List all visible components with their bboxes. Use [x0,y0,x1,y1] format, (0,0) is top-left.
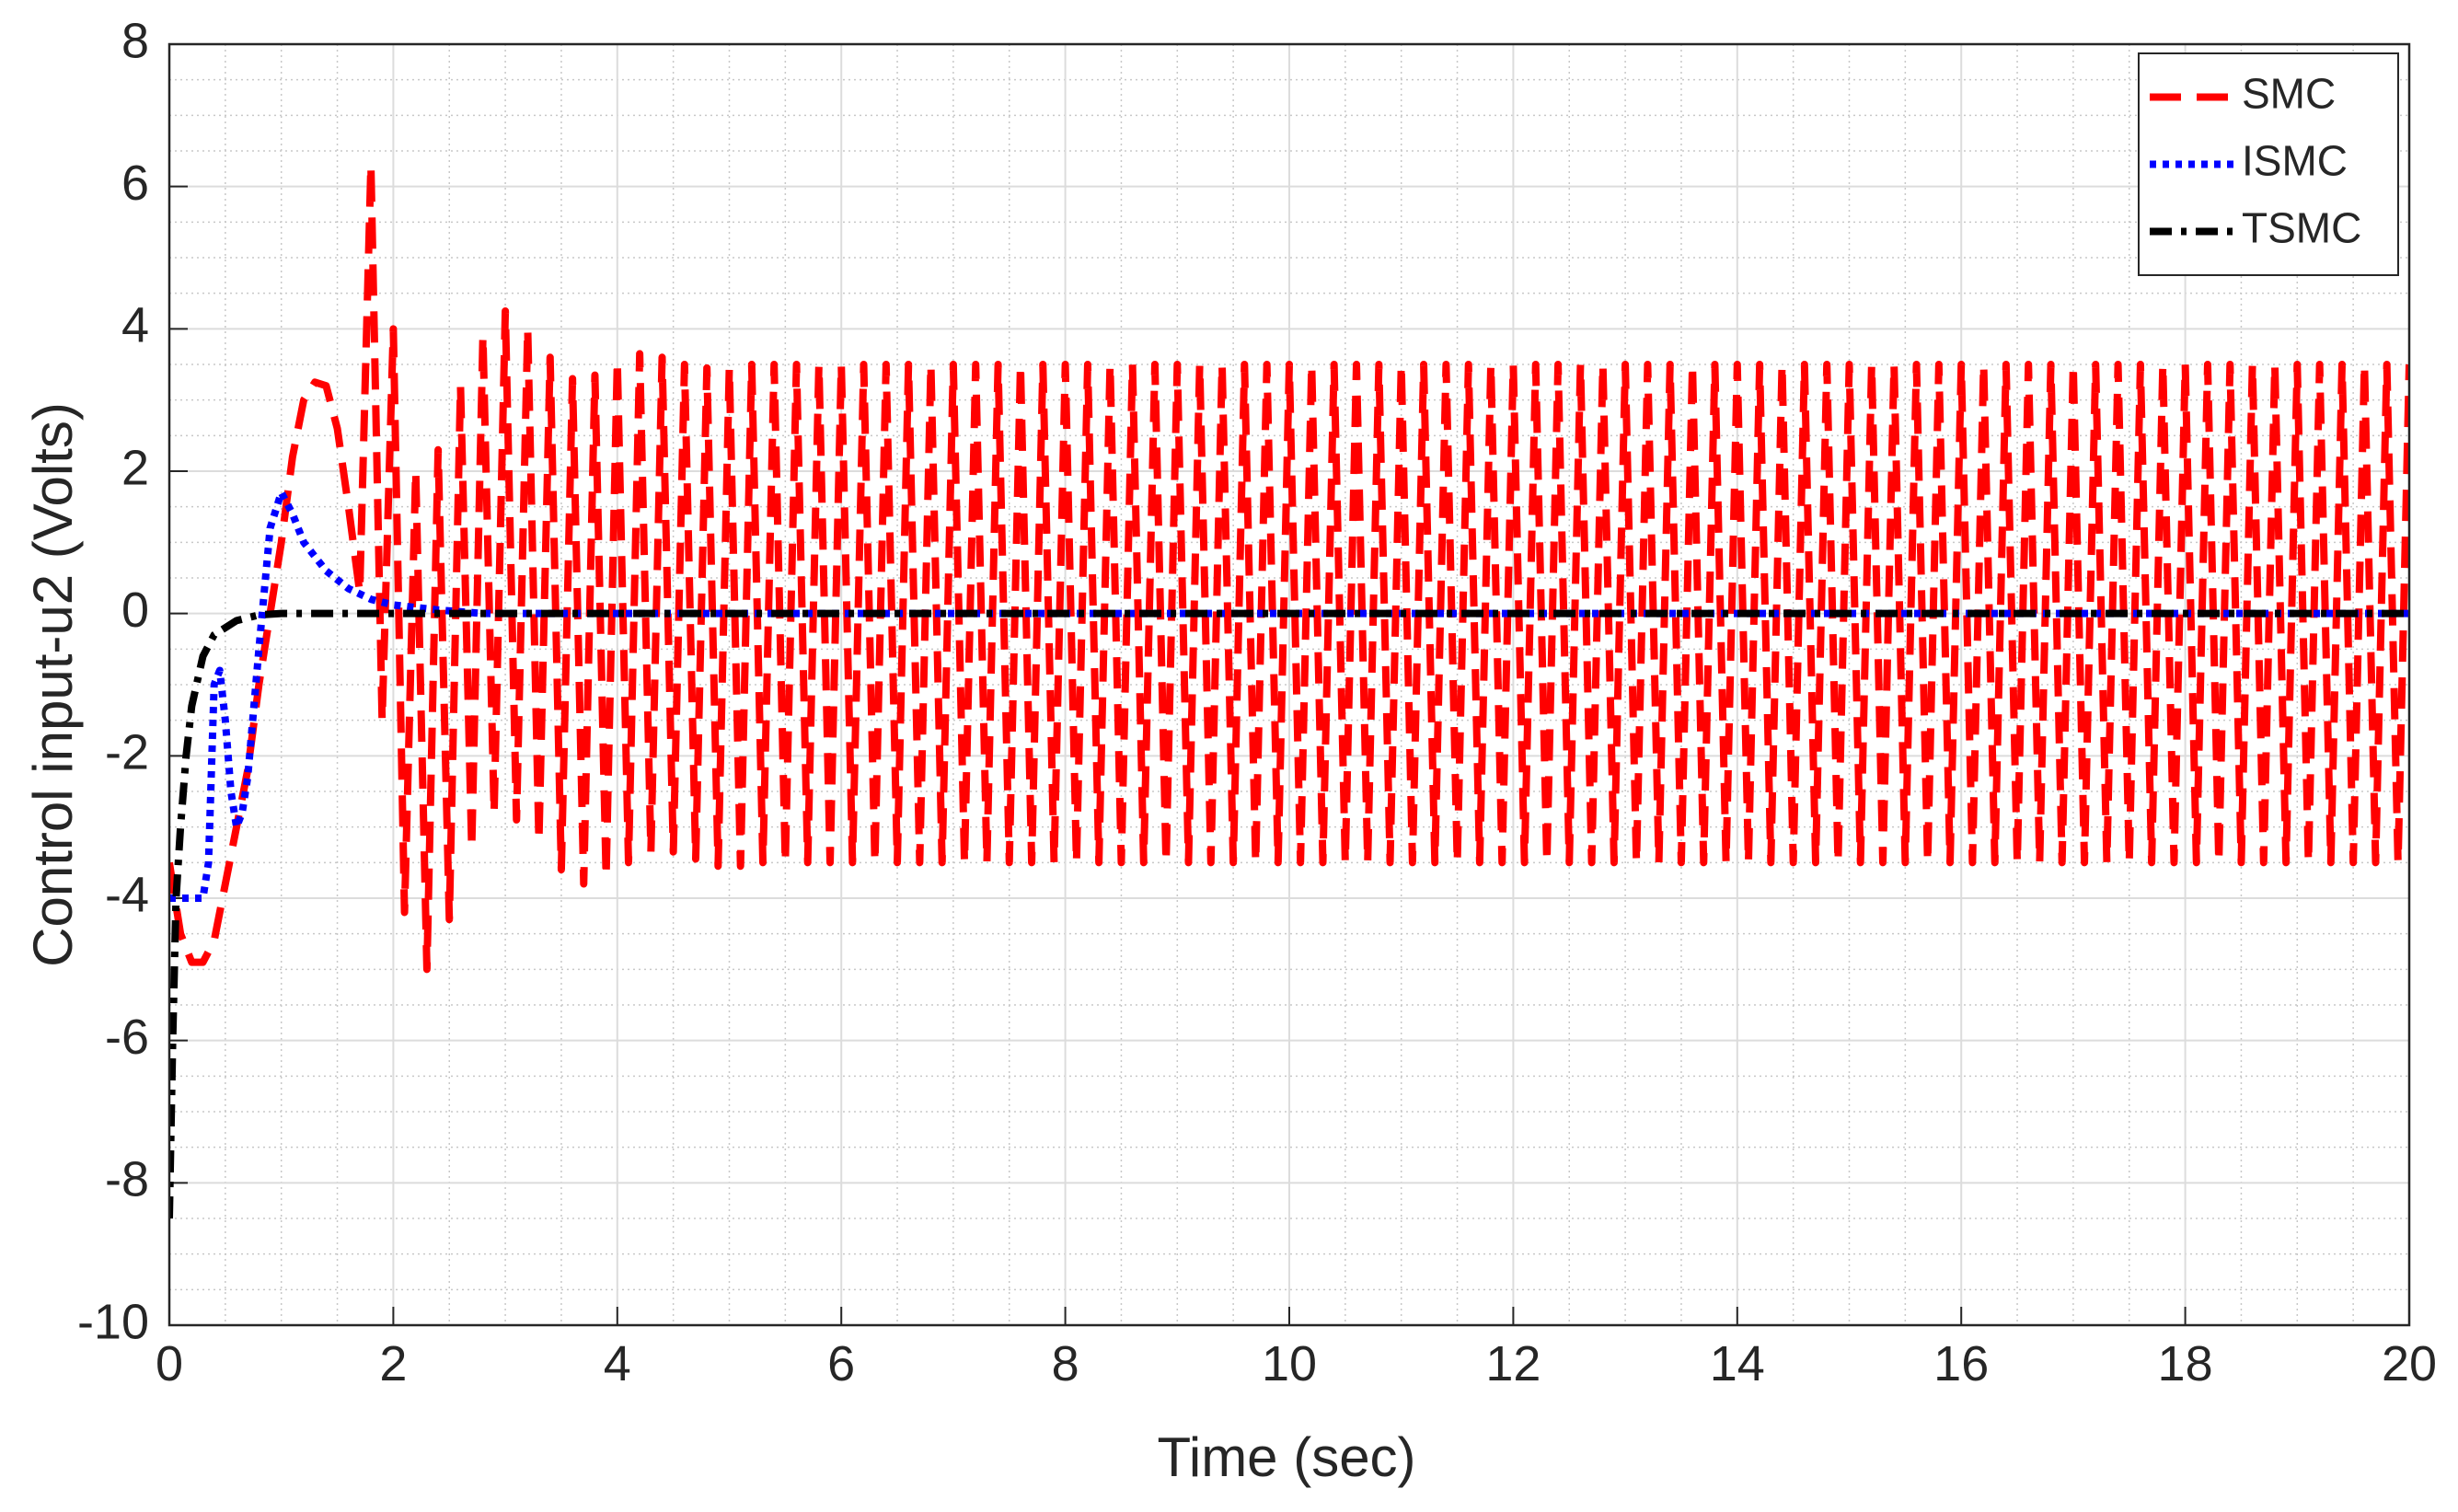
y-tick-label: 6 [121,156,149,211]
y-tick-label: -8 [105,1152,149,1207]
y-tick-label: -10 [77,1294,149,1349]
y-tick-label: -6 [105,1010,149,1065]
y-tick-label: 4 [121,298,149,353]
x-tick-label: 20 [2382,1336,2437,1391]
legend: SMC ISMC TSMC [2138,52,2399,276]
x-tick-label: 8 [1052,1336,1079,1391]
x-tick-label: 12 [1485,1336,1541,1391]
y-tick-label: 8 [121,13,149,68]
axes-box [167,42,2411,1327]
x-tick-label: 4 [604,1336,631,1391]
y-tick-label: 2 [121,440,149,495]
x-tick-label: 2 [379,1336,407,1391]
series-line [169,489,2409,902]
x-tick-label: 18 [2158,1336,2213,1391]
y-tick-label: 0 [121,583,149,638]
y-tick-label: -4 [105,867,149,922]
legend-label: TSMC [2242,204,2361,252]
x-tick-label: 0 [156,1336,183,1391]
y-axis-label: Control input-u2 (Volts) [22,402,84,967]
legend-label: ISMC [2242,137,2348,185]
x-axis-label: Time (sec) [1157,1426,1415,1488]
x-tick-label: 6 [827,1336,855,1391]
legend-label: SMC [2242,70,2336,118]
x-tick-label: 16 [1933,1336,1989,1391]
series-line [169,609,2409,1219]
x-tick-label: 14 [1710,1336,1765,1391]
y-tick-label: -2 [105,725,149,780]
x-tick-label: 10 [1262,1336,1317,1391]
series-line [169,161,2409,974]
